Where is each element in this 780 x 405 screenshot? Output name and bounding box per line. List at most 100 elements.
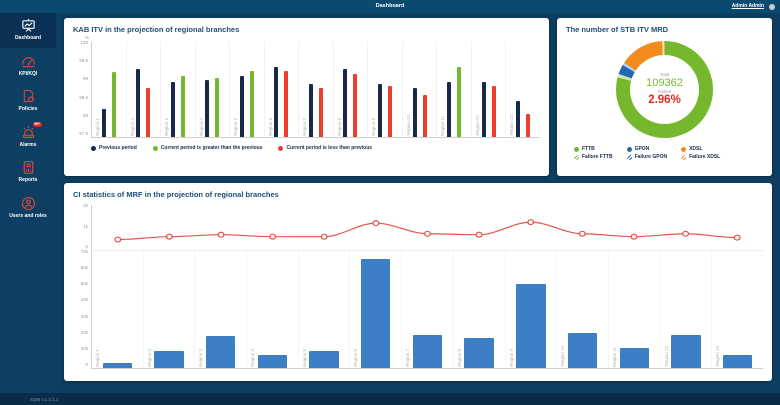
line-marker [630,233,638,240]
card-stb-itv: The number of STB ITV MRD Total 109362 F… [557,18,772,176]
x-axis-label: Region 12 [663,346,669,367]
bar-current-period [284,70,289,137]
x-axis-label: Region 1 [95,117,100,136]
sidebar-item-label: Dashboard [14,35,42,41]
bar-current-period [457,66,462,137]
x-axis-label: Region 6 [267,117,273,136]
bar-cell: Region 1 [92,251,144,368]
card-title: KAB ITV in the projection of regional br… [73,25,240,34]
line-marker [475,231,483,238]
chart-legend: Previous period Current period is greater… [91,145,540,151]
bar-current-period [215,78,220,137]
x-axis-label: Region 11 [440,115,446,136]
bar-group: Region 7 [299,42,334,137]
app-version: SQM v.1.2.1.1 [30,397,59,402]
bar-current-period [353,74,358,137]
line-marker [372,220,380,227]
bar-cell: Region 7 [402,251,454,368]
bar-y-tick-label: 50k [80,281,88,287]
bar-cell: Region 10 [557,251,609,368]
legend-item[interactable]: Failure XDSL [681,154,720,160]
kab-itv-chart: % 100 99.5 99 98.5 98 97.5 Region 1 Region 2 Re… [73,35,540,138]
policy-gear-icon [21,89,36,104]
logout-icon[interactable] [769,3,775,10]
y-tick-label: 98.5 [79,94,88,100]
legend-item[interactable]: Failure FTTB [574,154,613,160]
bar [154,351,184,368]
card-kab-itv: KAB ITV in the projection of regional br… [64,18,549,176]
line-marker [165,233,173,240]
legend-item[interactable]: Current period is less than previous [278,145,372,151]
legend-item[interactable]: GPON [626,146,668,152]
line-marker [114,236,122,243]
bar-current-period [180,76,185,137]
x-axis-label: Region 8 [456,348,462,367]
bar-previous-period [378,83,383,137]
plot-area: Region 1 Region 2 Region 3 Region 4 Region 5… [91,42,540,138]
bar-current-period [318,87,323,137]
bar-cell: Region 13 [712,251,763,368]
bar-previous-period [447,81,452,137]
bar-previous-period [516,100,521,137]
x-axis-label: Region 1 [95,348,100,367]
legend-dot-hatched [681,154,687,160]
bar-y-tick-label: 20k [80,329,88,335]
bar-current-period [422,95,427,137]
line-marker [269,233,277,240]
legend-label: Failure XDSL [689,154,721,160]
bar-previous-period [481,81,486,137]
legend-item[interactable]: XDSL [681,146,720,152]
bar-group: Region 6 [265,42,300,137]
sidebar-item-reports[interactable]: Reports [0,155,56,190]
x-axis-label: Region 5 [301,348,307,367]
sidebar-item-policies[interactable]: Policies [0,84,56,119]
gauge-icon [21,54,36,69]
y-tick-label: 97.5 [79,130,88,136]
alarms-count-badge: 99+ [32,121,42,127]
sidebar-item-dashboard[interactable]: Dashboard [0,13,56,48]
y-tick-label: 98 [82,112,88,118]
bar-y-axis: 70k 60k 50k 40k 30k 20k 10k 0 [73,249,91,369]
legend-item[interactable]: Current period is greater than the previ… [152,145,262,151]
bar-current-period [249,70,254,137]
legend-dot [152,145,158,151]
donut-hole [630,55,699,124]
sidebar-item-kpi-kqi[interactable]: KPI/KQI [0,49,56,84]
legend-label: Current period is less than previous [286,145,373,151]
bar [206,336,236,368]
legend-item[interactable]: FTTB [574,146,613,152]
page-title: Dashboard [375,3,405,9]
legend-item[interactable]: Failure GPON [626,154,667,160]
bar [516,284,546,368]
bar-current-period [526,114,531,137]
legend-group: FTTB Failure FTTB [574,146,613,160]
user-menu-link[interactable]: Admin Admin [731,3,764,9]
bar-previous-period [412,87,417,137]
x-axis-label: Region 11 [611,346,617,367]
x-axis-label: Region 4 [198,117,204,136]
legend-dot [574,146,579,152]
x-axis-label: Region 3 [198,348,204,367]
sidebar-item-label: Users and roles [9,212,47,219]
x-axis-label: Region 8 [336,117,342,136]
y-tick-label: 99 [82,76,88,82]
legend-item[interactable]: Previous period [91,145,137,151]
legend-dot [91,145,96,151]
legend-label: XDSL [689,146,703,152]
card-title: The number of STB ITV MRD [566,25,669,34]
legend-dot [626,146,632,152]
bar [671,334,701,368]
bar [412,334,443,368]
bar-y-tick-label: 30k [80,313,88,319]
bar [361,259,391,368]
dashboard-icon [21,18,36,33]
x-axis-label: Region 6 [353,348,359,367]
sidebar-item-alarms[interactable]: 99+ Alarms [0,120,56,155]
bar-group: Region 3 [161,42,196,137]
x-axis-label: Region 9 [508,348,514,367]
bar-y-tick-label: 40k [80,297,88,303]
legend-label: FTTB [582,146,595,152]
sidebar-item-users-and-roles[interactable]: Users and roles [0,191,56,226]
failure-value: 2.96% [648,94,681,107]
total-label: Total [659,71,670,77]
